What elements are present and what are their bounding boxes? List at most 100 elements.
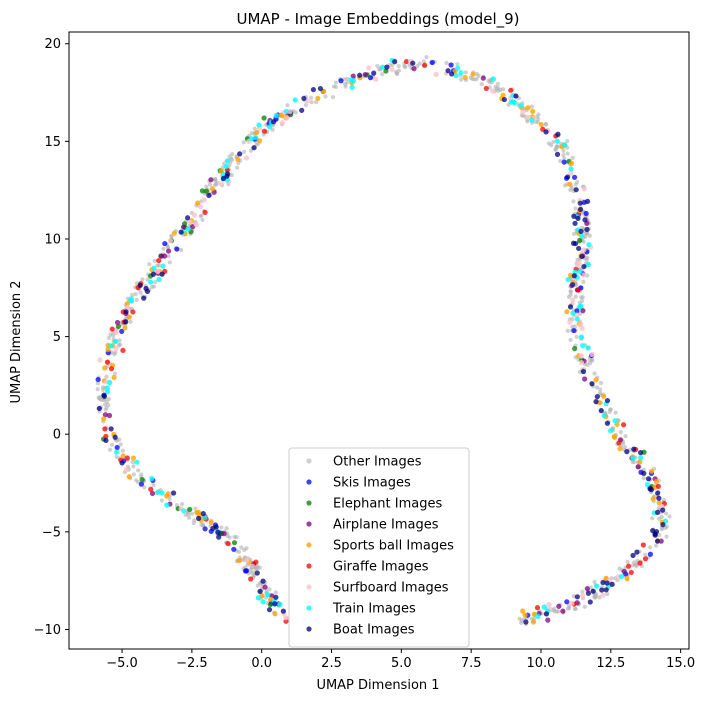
data-point	[299, 107, 305, 113]
data-point	[571, 174, 578, 180]
data-point	[578, 334, 585, 340]
data-point	[604, 397, 611, 404]
data-point	[635, 464, 641, 470]
data-point	[592, 371, 597, 376]
data-point	[225, 540, 231, 547]
data-point	[553, 147, 558, 152]
data-point	[583, 234, 588, 239]
legend-entry-label: Sports ball Images	[333, 539, 454, 554]
legend-entry-label: Other Images	[333, 455, 422, 470]
data-point	[113, 346, 119, 352]
data-point	[273, 112, 279, 119]
data-point	[102, 365, 108, 371]
y-tick-label: 5	[53, 330, 61, 345]
data-point	[153, 279, 158, 285]
data-point	[655, 509, 661, 515]
data-point	[617, 566, 622, 571]
data-point	[219, 525, 224, 530]
data-point	[624, 449, 630, 455]
data-point	[112, 371, 118, 376]
data-point	[105, 346, 111, 353]
data-point	[588, 358, 593, 363]
x-tick-label: 5.0	[391, 656, 412, 671]
data-point	[159, 271, 165, 277]
data-point	[640, 542, 646, 548]
y-axis-label: UMAP Dimension 2	[9, 280, 24, 403]
data-point	[133, 292, 138, 297]
data-point	[571, 231, 577, 236]
data-point	[156, 257, 162, 264]
legend-entry-label: Elephant Images	[333, 497, 442, 512]
data-point	[254, 570, 260, 576]
data-point	[568, 187, 573, 193]
data-point	[577, 206, 584, 213]
data-point	[561, 148, 566, 153]
data-point	[167, 496, 172, 502]
data-point	[568, 160, 575, 166]
data-point	[449, 71, 455, 77]
data-point	[101, 392, 107, 398]
data-point	[573, 187, 579, 193]
data-point	[243, 568, 250, 574]
data-point	[107, 380, 113, 386]
data-point	[574, 334, 579, 340]
data-point	[131, 472, 136, 477]
data-point	[653, 543, 659, 548]
data-point	[455, 62, 460, 67]
data-point	[106, 397, 111, 402]
data-point	[155, 268, 161, 274]
data-point	[249, 130, 255, 136]
data-point	[164, 502, 170, 508]
data-point	[556, 603, 562, 609]
data-point	[130, 460, 135, 465]
data-point	[97, 357, 103, 363]
data-point	[167, 260, 172, 265]
data-point	[571, 327, 577, 334]
data-point	[155, 489, 161, 495]
data-point	[603, 587, 609, 593]
legend-entry-label: Boat Images	[333, 623, 415, 638]
data-point	[187, 219, 193, 225]
data-point	[130, 292, 135, 298]
data-point	[403, 64, 408, 70]
data-point	[622, 445, 628, 450]
data-point	[593, 377, 599, 383]
data-point	[225, 158, 231, 164]
data-point	[599, 587, 605, 593]
data-point	[254, 566, 259, 571]
data-point	[270, 127, 275, 132]
data-point	[611, 434, 618, 440]
data-point	[273, 590, 278, 595]
legend-entry-label: Surfboard Images	[333, 581, 449, 596]
data-point	[575, 215, 581, 222]
data-point	[113, 329, 119, 336]
data-point	[561, 152, 566, 158]
data-point	[624, 575, 630, 581]
data-point	[200, 217, 205, 223]
data-point	[104, 385, 111, 391]
data-point	[616, 418, 621, 423]
data-point	[169, 234, 174, 239]
data-point	[171, 230, 177, 236]
data-point	[541, 604, 547, 610]
legend-marker	[306, 542, 312, 548]
data-point	[581, 263, 587, 270]
data-point	[367, 75, 374, 81]
data-point	[654, 538, 661, 544]
data-point	[134, 297, 139, 303]
data-point	[565, 277, 571, 283]
data-point	[513, 93, 519, 99]
data-point	[490, 76, 497, 82]
data-point	[357, 72, 363, 78]
data-point	[660, 522, 666, 528]
data-point	[221, 531, 227, 537]
data-point	[103, 437, 109, 444]
data-point	[444, 60, 449, 66]
data-point	[348, 77, 354, 83]
data-point	[570, 310, 576, 316]
data-point	[128, 298, 134, 304]
data-point	[546, 141, 552, 146]
data-point	[202, 209, 208, 215]
data-point	[530, 108, 536, 114]
data-point	[608, 407, 613, 412]
